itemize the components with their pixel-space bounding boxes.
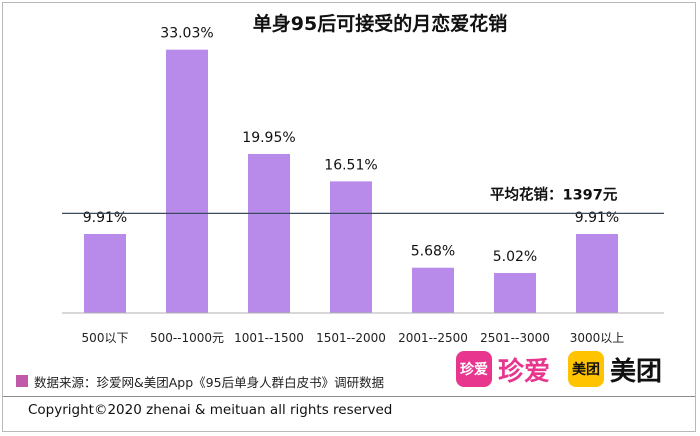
bar-chart: 单身95后可接受的月恋爱花销 9.91% 500以下 33.03% 500--1000… [62, 12, 664, 345]
x-tick-label-7: 3000以上 [570, 331, 625, 345]
x-tick-label-5: 2001--2500 [398, 331, 468, 345]
meituan-wordmark: 美团 [610, 356, 663, 387]
zhenai-wordmark: 珍爱 [498, 356, 551, 387]
chart-frame [2, 2, 696, 432]
footer-divider [3, 396, 695, 397]
data-label-2: 33.03% [160, 26, 213, 42]
meituan-app-icon: 美团 [568, 351, 605, 387]
x-tick-label-1: 500以下 [82, 331, 129, 345]
bar-2 [166, 49, 208, 314]
zhenai-app-icon: 珍爱 [456, 351, 492, 387]
chart-title: 单身95后可接受的月恋爱花销 [253, 12, 507, 35]
data-label-5: 5.68% [411, 244, 455, 260]
legend-swatch [16, 375, 28, 387]
source-text: 数据来源：珍爱网&美团App《95后单身人群白皮书》调研数据 [34, 374, 385, 390]
average-reference-label: 平均花销：1397元 [490, 185, 618, 203]
copyright-text: Copyright©2020 zhenai & meituan all righ… [28, 402, 393, 418]
data-label-1: 9.91% [83, 210, 127, 226]
source-note: 数据来源：珍爱网&美团App《95后单身人群白皮书》调研数据 [16, 371, 384, 391]
data-label-6: 5.02% [493, 249, 537, 265]
bar-7 [576, 233, 618, 313]
x-tick-label-6: 2501--3000 [480, 331, 550, 345]
x-tick-label-3: 1001--1500 [234, 331, 304, 345]
data-label-7: 9.91% [575, 210, 619, 226]
x-tick-label-2: 500--1000元 [150, 331, 224, 345]
data-label-4: 16.51% [324, 157, 377, 173]
brand-logos: 珍爱 珍爱 美团 美团 [456, 350, 680, 388]
data-label-3: 19.95% [242, 130, 295, 146]
bar-6 [494, 272, 536, 313]
bar-5 [412, 267, 454, 313]
bar-1 [84, 233, 126, 313]
x-tick-label-4: 1501--2000 [316, 331, 386, 345]
bar-3 [248, 153, 290, 313]
bar-4 [330, 181, 372, 313]
